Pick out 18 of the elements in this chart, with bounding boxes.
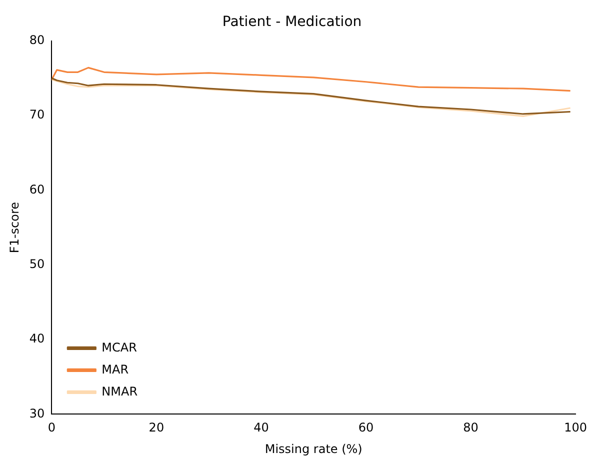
y-axis-title: F1-score <box>7 202 22 254</box>
x-axis-title: Missing rate (%) <box>264 442 362 456</box>
y-tick-label: 60 <box>29 182 45 196</box>
legend-label: NMAR <box>102 384 138 398</box>
chart-title: Patient - Medication <box>222 14 362 30</box>
y-tick-label: 30 <box>29 406 45 420</box>
legend-label: MAR <box>102 362 129 376</box>
y-tick-label: 70 <box>29 108 45 122</box>
y-tick-label: 80 <box>29 32 45 47</box>
legend-label: MCAR <box>102 340 137 354</box>
x-tick-label: 100 <box>564 420 587 435</box>
x-tick-label: 80 <box>463 420 478 435</box>
x-tick-label: 0 <box>48 420 56 435</box>
y-tick-label: 50 <box>29 256 45 271</box>
x-tick-label: 60 <box>358 420 374 435</box>
y-tick-label: 40 <box>29 332 45 346</box>
x-tick-label: 20 <box>148 420 164 435</box>
x-tick-label: 40 <box>254 420 269 435</box>
